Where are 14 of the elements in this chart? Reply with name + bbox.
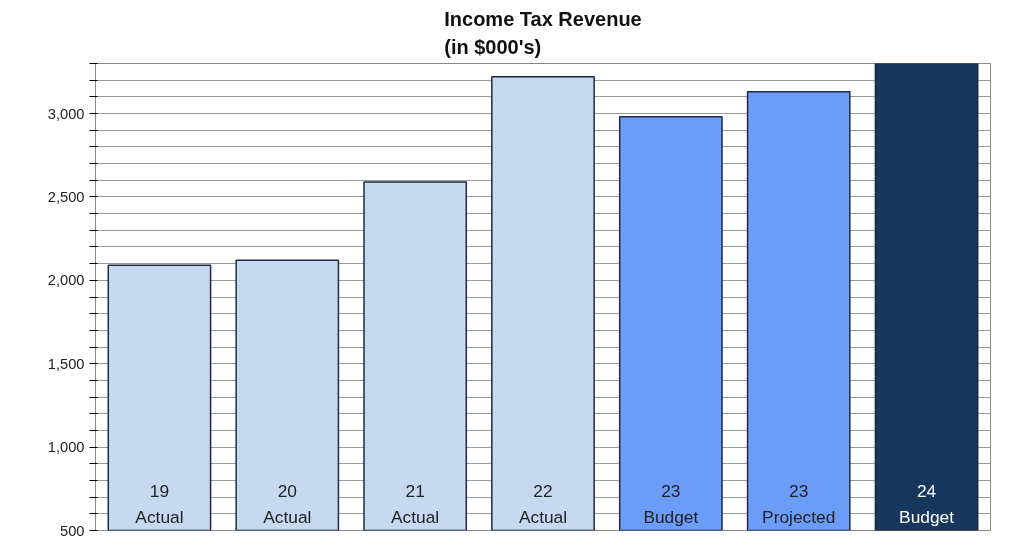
x-tick-label: 19 Actual xyxy=(135,480,184,527)
chart-title: Income Tax Revenue (in $000's) xyxy=(444,7,642,59)
x-tick-label: 22 Actual xyxy=(518,480,568,527)
y-tick-label: 500 xyxy=(60,522,85,539)
x-tick-label: 23 Projected xyxy=(762,480,836,527)
y-tick-label: 2,000 xyxy=(47,272,85,289)
y-tick-label: 1,000 xyxy=(47,439,85,456)
x-tick-label: 23 Budget xyxy=(643,480,699,527)
x-tick-label: 21 Actual xyxy=(391,480,440,527)
y-tick-label: 3,000 xyxy=(47,105,85,122)
x-tick-label: 20 Actual xyxy=(263,480,312,527)
x-tick-label: 24 Budget xyxy=(899,480,955,527)
y-tick-label: 1,500 xyxy=(47,355,85,372)
y-tick-label: 2,500 xyxy=(47,188,85,205)
